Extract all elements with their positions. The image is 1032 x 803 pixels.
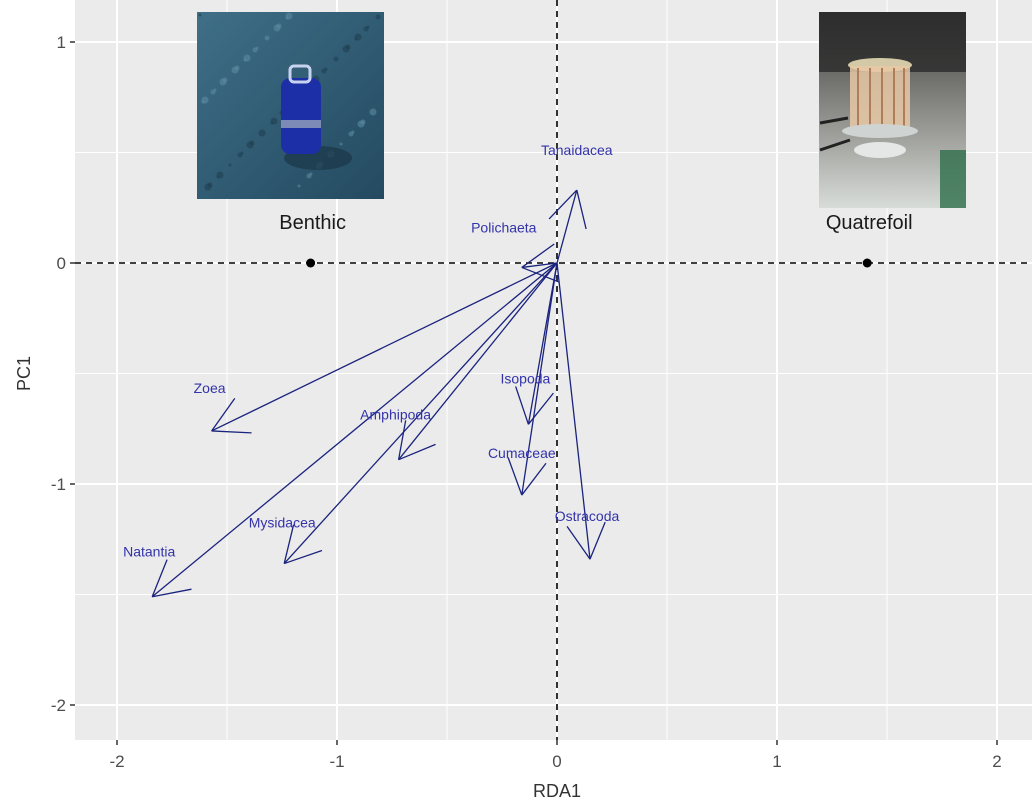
site-point	[306, 258, 316, 268]
site-label: Quatrefoil	[826, 212, 913, 234]
species-label: Zoea	[194, 380, 226, 396]
y-axis-title: PC1	[14, 356, 34, 391]
y-tick-label: 0	[57, 254, 66, 273]
site-labels: Benthic Quatrefoil	[279, 212, 912, 234]
species-arrow	[151, 262, 558, 598]
quatrefoil-trap-photo	[819, 12, 966, 208]
species-label: Tanaidacea	[541, 142, 613, 158]
y-tick-label: -2	[51, 696, 66, 715]
y-axis: 1 0 -1 -2	[51, 33, 75, 715]
species-arrow	[507, 262, 558, 496]
x-tick-label: 1	[772, 752, 781, 771]
trap-photos	[197, 12, 966, 208]
site-point	[862, 258, 872, 268]
x-axis-title: RDA1	[533, 781, 581, 801]
species-arrow	[211, 262, 558, 434]
species-arrow	[556, 262, 606, 560]
x-tick-label: -2	[109, 752, 124, 771]
species-label: Isopoda	[500, 370, 550, 386]
x-axis: -2 -1 0 1 2	[109, 740, 1002, 771]
species-arrows	[151, 189, 606, 598]
site-label: Benthic	[279, 212, 346, 234]
y-tick-label: -1	[51, 475, 66, 494]
species-arrow	[548, 189, 587, 264]
species-arrow	[515, 262, 558, 425]
x-tick-label: 0	[552, 752, 561, 771]
x-tick-label: 2	[992, 752, 1001, 771]
site-points	[306, 258, 872, 268]
species-labels: Tanaidacea Polichaeta Isopoda Amphipoda Zoea…	[123, 142, 619, 560]
species-label: Natantia	[123, 544, 175, 560]
species-label: Ostracoda	[555, 508, 620, 524]
x-tick-label: -1	[329, 752, 344, 771]
species-arrow	[521, 243, 560, 283]
species-arrow	[283, 262, 558, 565]
species-arrow	[397, 262, 558, 461]
benthic-trap-photo	[197, 12, 384, 199]
species-label: Cumaceae	[488, 445, 556, 461]
species-label: Amphipoda	[360, 407, 431, 423]
y-tick-label: 1	[57, 33, 66, 52]
species-label: Polichaeta	[471, 219, 537, 235]
species-label: Mysidacea	[249, 515, 316, 531]
